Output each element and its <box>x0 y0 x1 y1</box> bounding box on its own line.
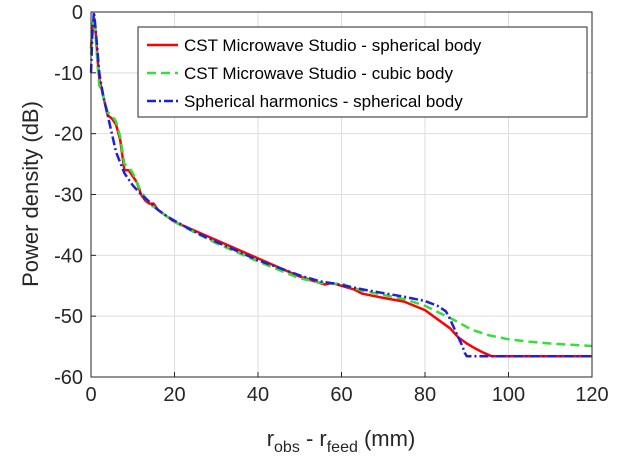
legend-box <box>137 26 588 118</box>
legend: CST Microwave Studio - spherical body CS… <box>137 26 588 118</box>
series-line-spherical-harmonics <box>89 10 592 358</box>
y-tick-label: -20 <box>54 124 83 146</box>
legend-label-spherical-cst: CST Microwave Studio - spherical body <box>184 36 482 55</box>
y-tick-label: -60 <box>54 367 83 389</box>
series-lines <box>89 10 593 358</box>
legend-label-spherical-harmonics: Spherical harmonics - spherical body <box>184 92 463 111</box>
x-tick-label: 80 <box>414 384 436 406</box>
x-tick-label: 100 <box>492 384 525 406</box>
y-tick-label: -30 <box>54 185 83 207</box>
legend-label-cubic-cst: CST Microwave Studio - cubic body <box>184 64 453 83</box>
y-tick-label: -40 <box>54 245 83 267</box>
x-tick-label: 120 <box>575 384 608 406</box>
x-tick-label: 40 <box>247 384 269 406</box>
x-axis-label: robs - rfeed (mm) <box>267 426 416 456</box>
x-tick-label: 60 <box>330 384 352 406</box>
series-line-cubic-cst <box>89 16 593 348</box>
x-tick-label: 20 <box>163 384 185 406</box>
y-tick-label: 0 <box>72 2 83 24</box>
axis-ticks: 0 20 40 60 80 100 120 0 -10 -20 -30 -40 -50 -60 <box>54 2 609 406</box>
y-axis-label: Power density (dB) <box>18 101 43 287</box>
x-tick-label: 0 <box>85 384 96 406</box>
y-tick-label: -10 <box>54 63 83 85</box>
y-tick-label: -50 <box>54 306 83 328</box>
